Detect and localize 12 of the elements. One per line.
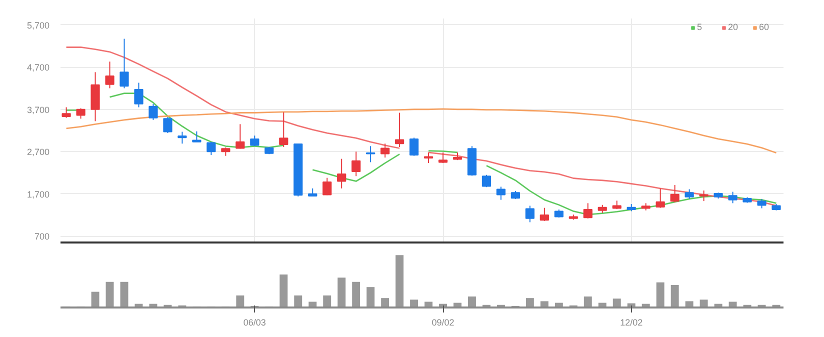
x-tick-label: 09/02 (432, 318, 454, 328)
x-tick-label: 12/02 (620, 318, 643, 328)
y-tick-label: 2,700 (26, 147, 50, 158)
x-tick-label: 06/03 (243, 318, 266, 328)
y-tick-label: 3,700 (26, 104, 50, 115)
y-tick-label: 700 (34, 232, 50, 242)
legend-label: 60 (759, 22, 770, 32)
legend-label: 20 (728, 22, 740, 32)
legend-label: 5 (697, 22, 704, 32)
y-tick-label: 1,700 (26, 189, 50, 200)
y-tick-label: 4,700 (26, 62, 50, 73)
y-tick-label: 5,700 (26, 20, 50, 30)
